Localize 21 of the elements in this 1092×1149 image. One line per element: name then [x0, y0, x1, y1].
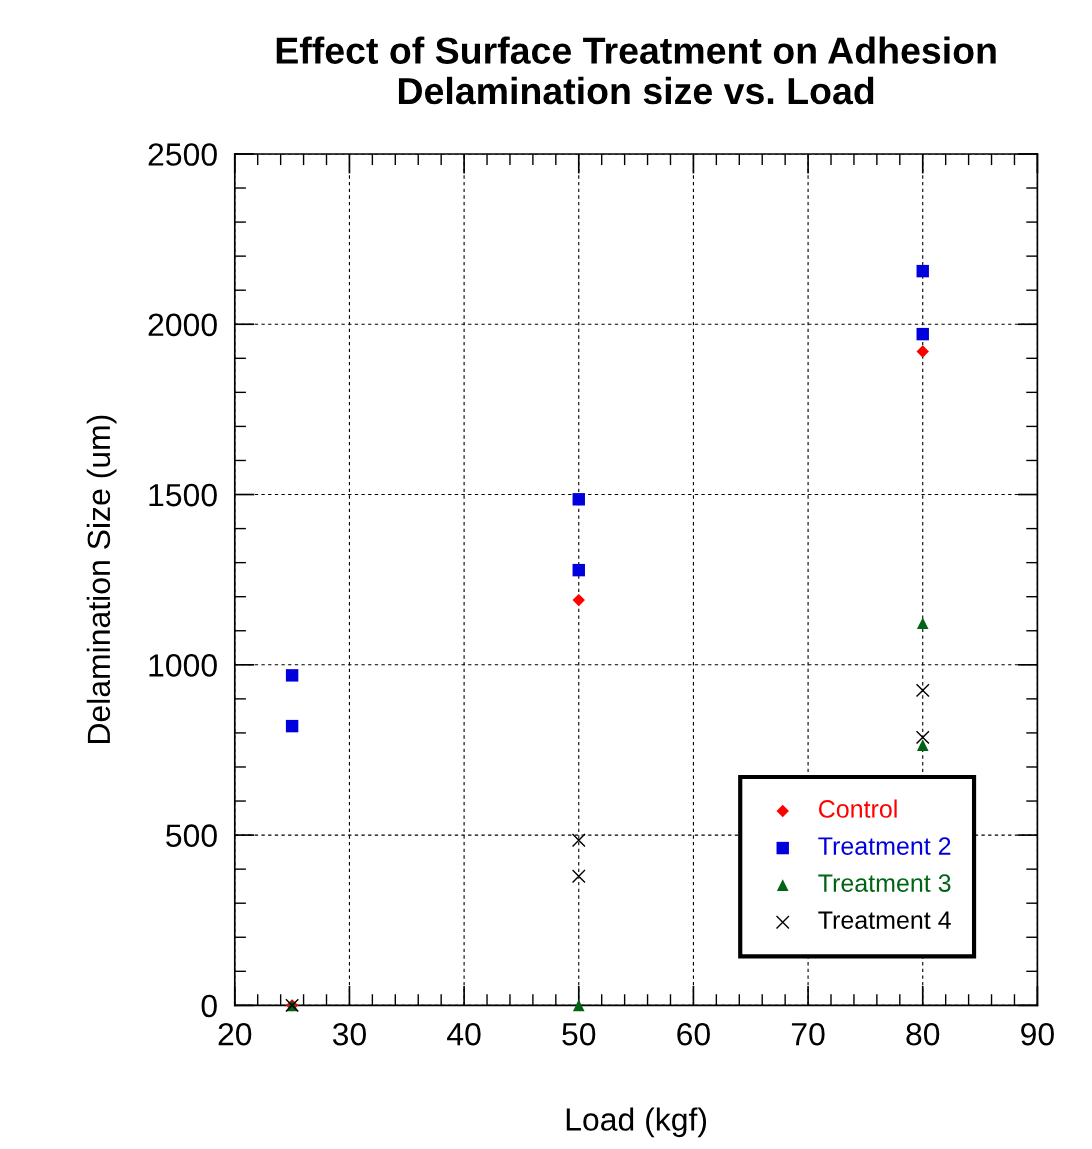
- x-tick-label: 20: [218, 1022, 252, 1046]
- x-tick-label: 70: [791, 1022, 825, 1046]
- legend-label: Treatment 4: [818, 911, 951, 929]
- x-tick-label: 60: [677, 1022, 710, 1046]
- x-tick-label: 40: [447, 1022, 481, 1046]
- x-tick-label: 90: [1021, 1022, 1054, 1046]
- y-tick-label: 2000: [148, 313, 217, 337]
- y-tick-label: 1000: [149, 654, 217, 677]
- x-axis-title: Load (kgf): [566, 1107, 707, 1138]
- x-tick-label: 30: [332, 1022, 366, 1046]
- x-tick-label: 80: [906, 1022, 940, 1046]
- legend-label: Treatment 3: [818, 874, 951, 892]
- chart-title: Effect of Surface Treatment on Adhesion Delamination size vs. Load: [276, 36, 996, 105]
- y-axis-title: Delamination Size (um): [86, 415, 117, 744]
- y-tick-label: 2500: [148, 143, 217, 166]
- y-tick-label: 1500: [149, 483, 217, 507]
- legend-label: Control: [819, 799, 897, 818]
- x-tick-label: 50: [562, 1022, 596, 1046]
- legend-label: Treatment 2: [818, 837, 951, 855]
- y-tick-label: 500: [166, 824, 217, 847]
- y-tick-label: 0: [201, 994, 217, 1018]
